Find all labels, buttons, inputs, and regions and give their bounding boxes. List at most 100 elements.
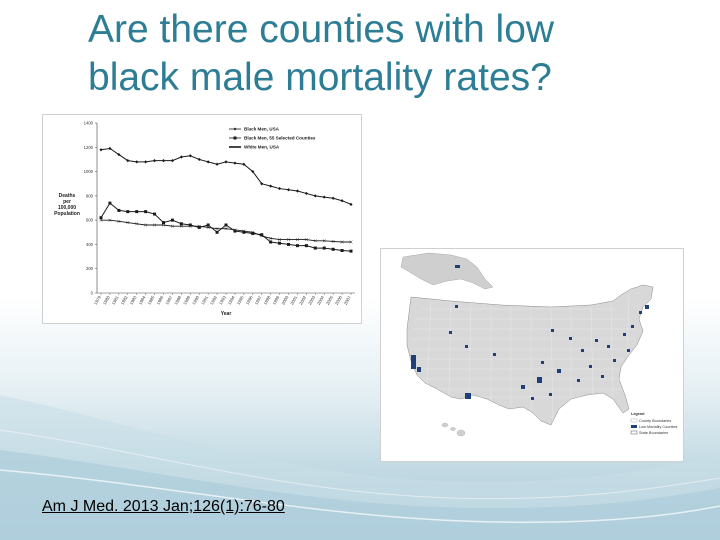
x-tick-label: 1994: [227, 294, 236, 305]
y-tick-label: 1000: [84, 169, 94, 174]
x-tick-label: 1992: [209, 294, 218, 305]
y-axis-label-line: 100,000: [58, 205, 76, 211]
data-point: [126, 210, 130, 214]
chart-legend: Black Men, USA Black Men, 55 Selected Cou…: [229, 127, 316, 150]
x-tick-label: 1997: [254, 294, 263, 305]
data-point: [331, 247, 335, 251]
data-point: [260, 233, 264, 237]
x-tick-label: 1983: [129, 294, 138, 305]
data-point: [331, 239, 335, 243]
series-line: [100, 147, 352, 205]
y-tick-label: 200: [86, 266, 94, 271]
data-point: [197, 157, 201, 162]
data-point: [144, 210, 148, 214]
chart-y-axis-label: Deaths per 100,000 Population: [54, 193, 80, 217]
legend-label: Black Men, USA: [244, 127, 280, 132]
data-point: [340, 240, 344, 244]
data-point: [242, 230, 246, 234]
map-legend-item-2: Low Mortality Counties: [639, 425, 678, 429]
us-county-map: Legend County Boundaries Low Mortality C…: [380, 248, 684, 462]
hawaii-shape: [441, 422, 466, 437]
data-point: [251, 230, 255, 234]
data-point: [269, 184, 273, 188]
x-tick-label: 1999: [271, 294, 280, 305]
map-legend-item-3: State Boundaries: [639, 431, 668, 435]
chart-y-ticks: 0 200 400 600 800 1000 1200 1400: [84, 121, 97, 296]
data-point: [135, 210, 139, 214]
data-point: [295, 244, 299, 248]
slide-title: Are there counties with low black male m…: [88, 6, 708, 102]
data-point: [206, 225, 210, 230]
data-point: [206, 223, 210, 227]
mortality-line-chart: 0 200 400 600 800 1000 1200 1400 1979 1980 1981 19…: [42, 114, 362, 324]
series-line: [101, 219, 351, 243]
data-point: [206, 160, 210, 164]
data-point: [286, 188, 291, 192]
data-point: [162, 221, 165, 225]
data-point: [242, 229, 246, 233]
data-point: [331, 196, 335, 200]
data-point: [99, 148, 103, 152]
data-point: [295, 237, 300, 242]
map-legend-item-1: County Boundaries: [639, 419, 671, 423]
data-point: [313, 246, 317, 250]
data-point: [144, 160, 148, 164]
low-mortality-counties: [411, 265, 649, 400]
alaska-shape: [400, 252, 494, 290]
data-point: [224, 223, 228, 227]
y-tick-label: 0: [91, 291, 94, 296]
legend-label: White Men, USA: [244, 145, 280, 150]
data-point: [215, 227, 219, 231]
x-tick-label: 2005: [325, 294, 334, 305]
data-point: [349, 249, 353, 253]
data-point: [313, 194, 317, 198]
data-point: [144, 223, 148, 227]
data-point: [108, 146, 112, 151]
data-point: [170, 159, 175, 163]
continental-us-shape: [406, 284, 654, 426]
data-point: [135, 222, 139, 226]
map-legend: Legend County Boundaries Low Mortality C…: [630, 412, 678, 435]
data-point: [322, 246, 326, 250]
data-point: [152, 223, 157, 227]
citation-link[interactable]: Am J Med. 2013 Jan;126(1):76-80: [42, 498, 285, 515]
legend-marker: [233, 136, 237, 140]
x-tick-label: 1986: [155, 294, 164, 305]
data-point: [99, 216, 103, 220]
data-point: [269, 240, 273, 244]
y-axis-label-line: Deaths: [59, 193, 76, 199]
x-tick-label: 1991: [200, 294, 209, 305]
data-point: [161, 223, 166, 227]
x-tick-label: 2001: [289, 294, 298, 305]
chart-x-ticks: 1979 1980 1981 1982 1983 1984 1985 1986 1987 1988…: [93, 293, 352, 306]
data-point: [161, 159, 166, 163]
data-point: [197, 225, 201, 229]
x-tick-label: 2000: [280, 294, 289, 305]
series-2: [99, 201, 353, 253]
x-tick-label: 2002: [298, 294, 307, 305]
data-point: [179, 222, 183, 226]
data-point: [170, 218, 174, 222]
data-point: [286, 237, 291, 242]
data-point: [277, 186, 282, 191]
data-point: [170, 224, 175, 228]
y-tick-label: 1200: [84, 145, 94, 150]
data-point: [117, 208, 121, 212]
data-point: [153, 212, 157, 216]
data-point: [188, 224, 192, 228]
map-legend-title: Legend: [631, 412, 645, 416]
x-tick-label: 1987: [164, 294, 173, 305]
data-point: [152, 159, 157, 163]
data-point: [188, 154, 192, 158]
data-point: [304, 191, 308, 196]
x-tick-label: 1979: [93, 294, 102, 305]
x-tick-label: 1989: [182, 294, 191, 305]
x-tick-label: 2004: [316, 294, 325, 305]
legend-label: Black Men, 55 Selected Counties: [244, 136, 316, 141]
data-point: [313, 239, 317, 243]
y-tick-label: 600: [86, 218, 94, 223]
x-tick-label: 1984: [138, 294, 147, 305]
data-point: [224, 160, 228, 164]
data-point: [233, 229, 237, 233]
data-point: [251, 232, 255, 235]
